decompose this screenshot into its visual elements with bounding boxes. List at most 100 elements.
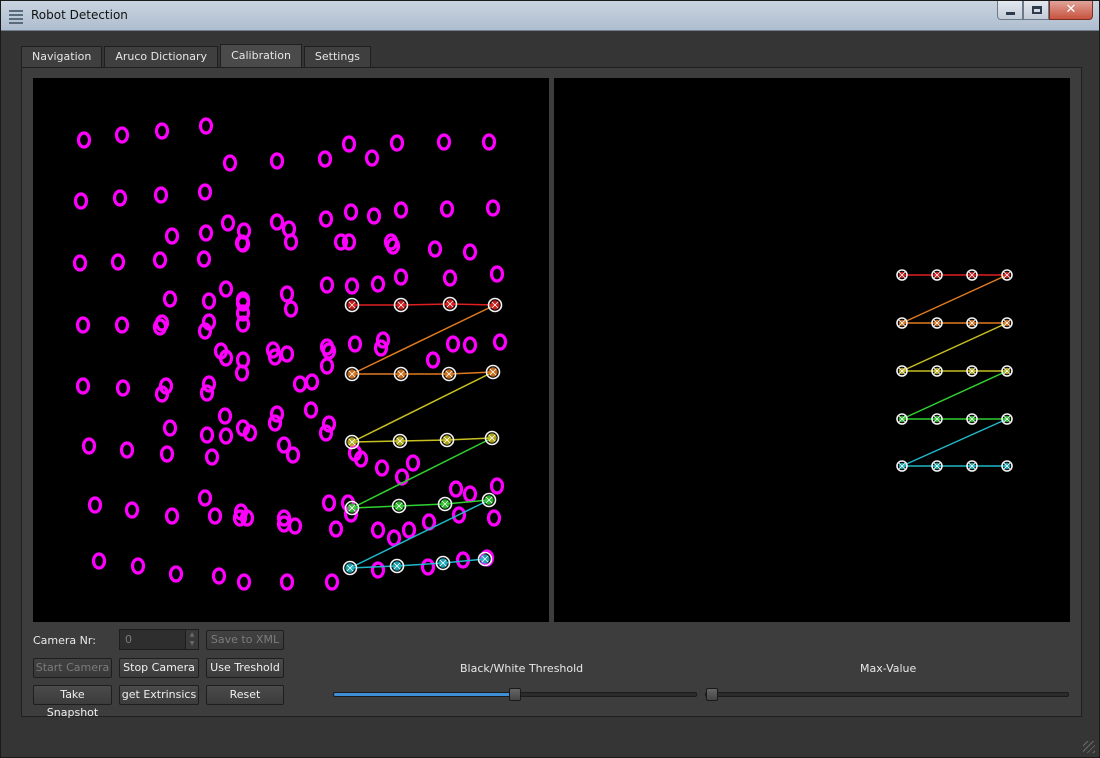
title-bar[interactable]: Robot Detection ✕ xyxy=(1,1,1099,31)
detected-point-cross xyxy=(346,564,354,572)
minimize-icon xyxy=(1006,12,1015,15)
calibration-dot xyxy=(481,133,497,151)
detected-point-cross xyxy=(443,436,451,444)
calibration-dot xyxy=(405,454,421,472)
calibration-dot xyxy=(321,494,337,512)
calibration-dot xyxy=(211,567,227,585)
maximize-button[interactable] xyxy=(1023,1,1049,20)
tab-calibration[interactable]: Calibration xyxy=(220,44,302,67)
calibration-dot xyxy=(343,203,359,221)
calibration-dot xyxy=(269,152,285,170)
camera-nr-spinbox[interactable]: 0 ▲ ▼ xyxy=(119,629,199,650)
calibration-dot xyxy=(204,448,220,466)
calibration-dot xyxy=(276,509,292,527)
calibration-dot xyxy=(124,501,140,519)
calibration-dot xyxy=(427,240,443,258)
calibration-dot xyxy=(164,507,180,525)
detected-point-cross xyxy=(1003,462,1011,470)
calibration-dot xyxy=(347,335,363,353)
bw-threshold-label: Black/White Threshold xyxy=(460,662,584,675)
pattern-view xyxy=(554,78,1070,622)
calibration-dot xyxy=(344,277,360,295)
calibration-dot xyxy=(235,235,251,253)
calibration-dot xyxy=(420,558,436,576)
calibration-dot xyxy=(239,509,255,527)
detected-point-ring xyxy=(966,269,978,281)
calibration-dot xyxy=(242,424,258,442)
detected-point-cross xyxy=(397,301,405,309)
detected-point-ring xyxy=(435,555,451,571)
detected-point-cross xyxy=(898,415,906,423)
detected-point-cross xyxy=(488,434,496,442)
window-title: Robot Detection xyxy=(31,8,128,22)
spin-down-icon[interactable]: ▼ xyxy=(189,640,195,647)
bw-threshold-slider[interactable] xyxy=(333,688,697,701)
detected-point-ring xyxy=(931,317,943,329)
pattern-row-line xyxy=(352,303,496,306)
calibration-dot xyxy=(232,509,248,527)
detected-point-cross xyxy=(348,301,356,309)
calibration-dot xyxy=(153,186,169,204)
detected-point-ring xyxy=(1001,460,1013,472)
max-value-slider[interactable] xyxy=(705,688,1069,701)
detected-point-cross xyxy=(1003,415,1011,423)
camera-nr-label: Camera Nr: xyxy=(33,634,96,647)
calibration-dot xyxy=(201,313,217,331)
calibration-dot xyxy=(385,237,401,255)
calibration-dot xyxy=(218,349,234,367)
calibration-dot xyxy=(492,333,508,351)
detected-point-ring xyxy=(966,460,978,472)
calibration-dot xyxy=(364,149,380,167)
reset-button[interactable]: Reset xyxy=(206,685,284,705)
pattern-link-line xyxy=(349,499,490,569)
calibration-dot xyxy=(401,521,417,539)
spin-up-icon[interactable]: ▲ xyxy=(189,631,195,638)
max-value-handle[interactable] xyxy=(706,688,718,701)
calibration-dot xyxy=(199,384,215,402)
calibration-dot xyxy=(318,424,334,442)
pattern-link-line xyxy=(351,437,493,509)
calibration-dot xyxy=(386,529,402,547)
calibration-panel: Camera Nr: 0 ▲ ▼ Save to XML Start Camer… xyxy=(21,67,1082,719)
calibration-dot xyxy=(72,254,88,272)
calibration-dot xyxy=(152,251,168,269)
spin-arrows[interactable]: ▲ ▼ xyxy=(185,630,198,649)
detected-point-ring xyxy=(393,366,409,382)
use-threshold-button[interactable]: Use Treshold xyxy=(206,658,284,678)
tab-settings[interactable]: Settings xyxy=(303,46,372,67)
detected-point-cross xyxy=(898,271,906,279)
take-snapshot-button[interactable]: Take Snapshot xyxy=(33,685,112,719)
detected-point-ring xyxy=(896,460,908,472)
detected-point-ring xyxy=(896,317,908,329)
detected-point-ring xyxy=(481,492,497,508)
stop-camera-button[interactable]: Stop Camera xyxy=(119,658,199,678)
calibration-dot xyxy=(162,419,178,437)
calibration-dot xyxy=(81,437,97,455)
detected-point-cross xyxy=(898,367,906,375)
close-button[interactable]: ✕ xyxy=(1049,1,1093,20)
app-menu-icon[interactable] xyxy=(9,8,23,24)
detected-point-cross xyxy=(446,300,454,308)
calibration-dot xyxy=(321,342,337,360)
camera-nr-value: 0 xyxy=(125,633,132,646)
detected-point-cross xyxy=(968,367,976,375)
calibration-dot xyxy=(321,415,337,433)
detected-point-cross xyxy=(898,462,906,470)
detected-point-ring xyxy=(439,432,455,448)
detected-point-cross xyxy=(489,368,497,376)
calibration-dot xyxy=(197,489,213,507)
window-controls: ✕ xyxy=(997,1,1093,21)
tab-navigation[interactable]: Navigation xyxy=(21,46,103,67)
bw-threshold-handle[interactable] xyxy=(509,688,521,701)
save-to-xml-button[interactable]: Save to XML xyxy=(206,630,284,650)
detected-point-cross xyxy=(445,370,453,378)
calibration-dot xyxy=(75,377,91,395)
calibration-dot xyxy=(317,150,333,168)
minimize-button[interactable] xyxy=(997,1,1023,20)
get-extrinsics-button[interactable]: get Extrinsics xyxy=(119,685,199,705)
detected-point-cross xyxy=(933,415,941,423)
resize-grip[interactable] xyxy=(1083,741,1095,753)
start-camera-button[interactable]: Start Camera xyxy=(33,658,112,678)
calibration-dot xyxy=(162,290,178,308)
tab-aruco-dictionary[interactable]: Aruco Dictionary xyxy=(104,46,219,67)
